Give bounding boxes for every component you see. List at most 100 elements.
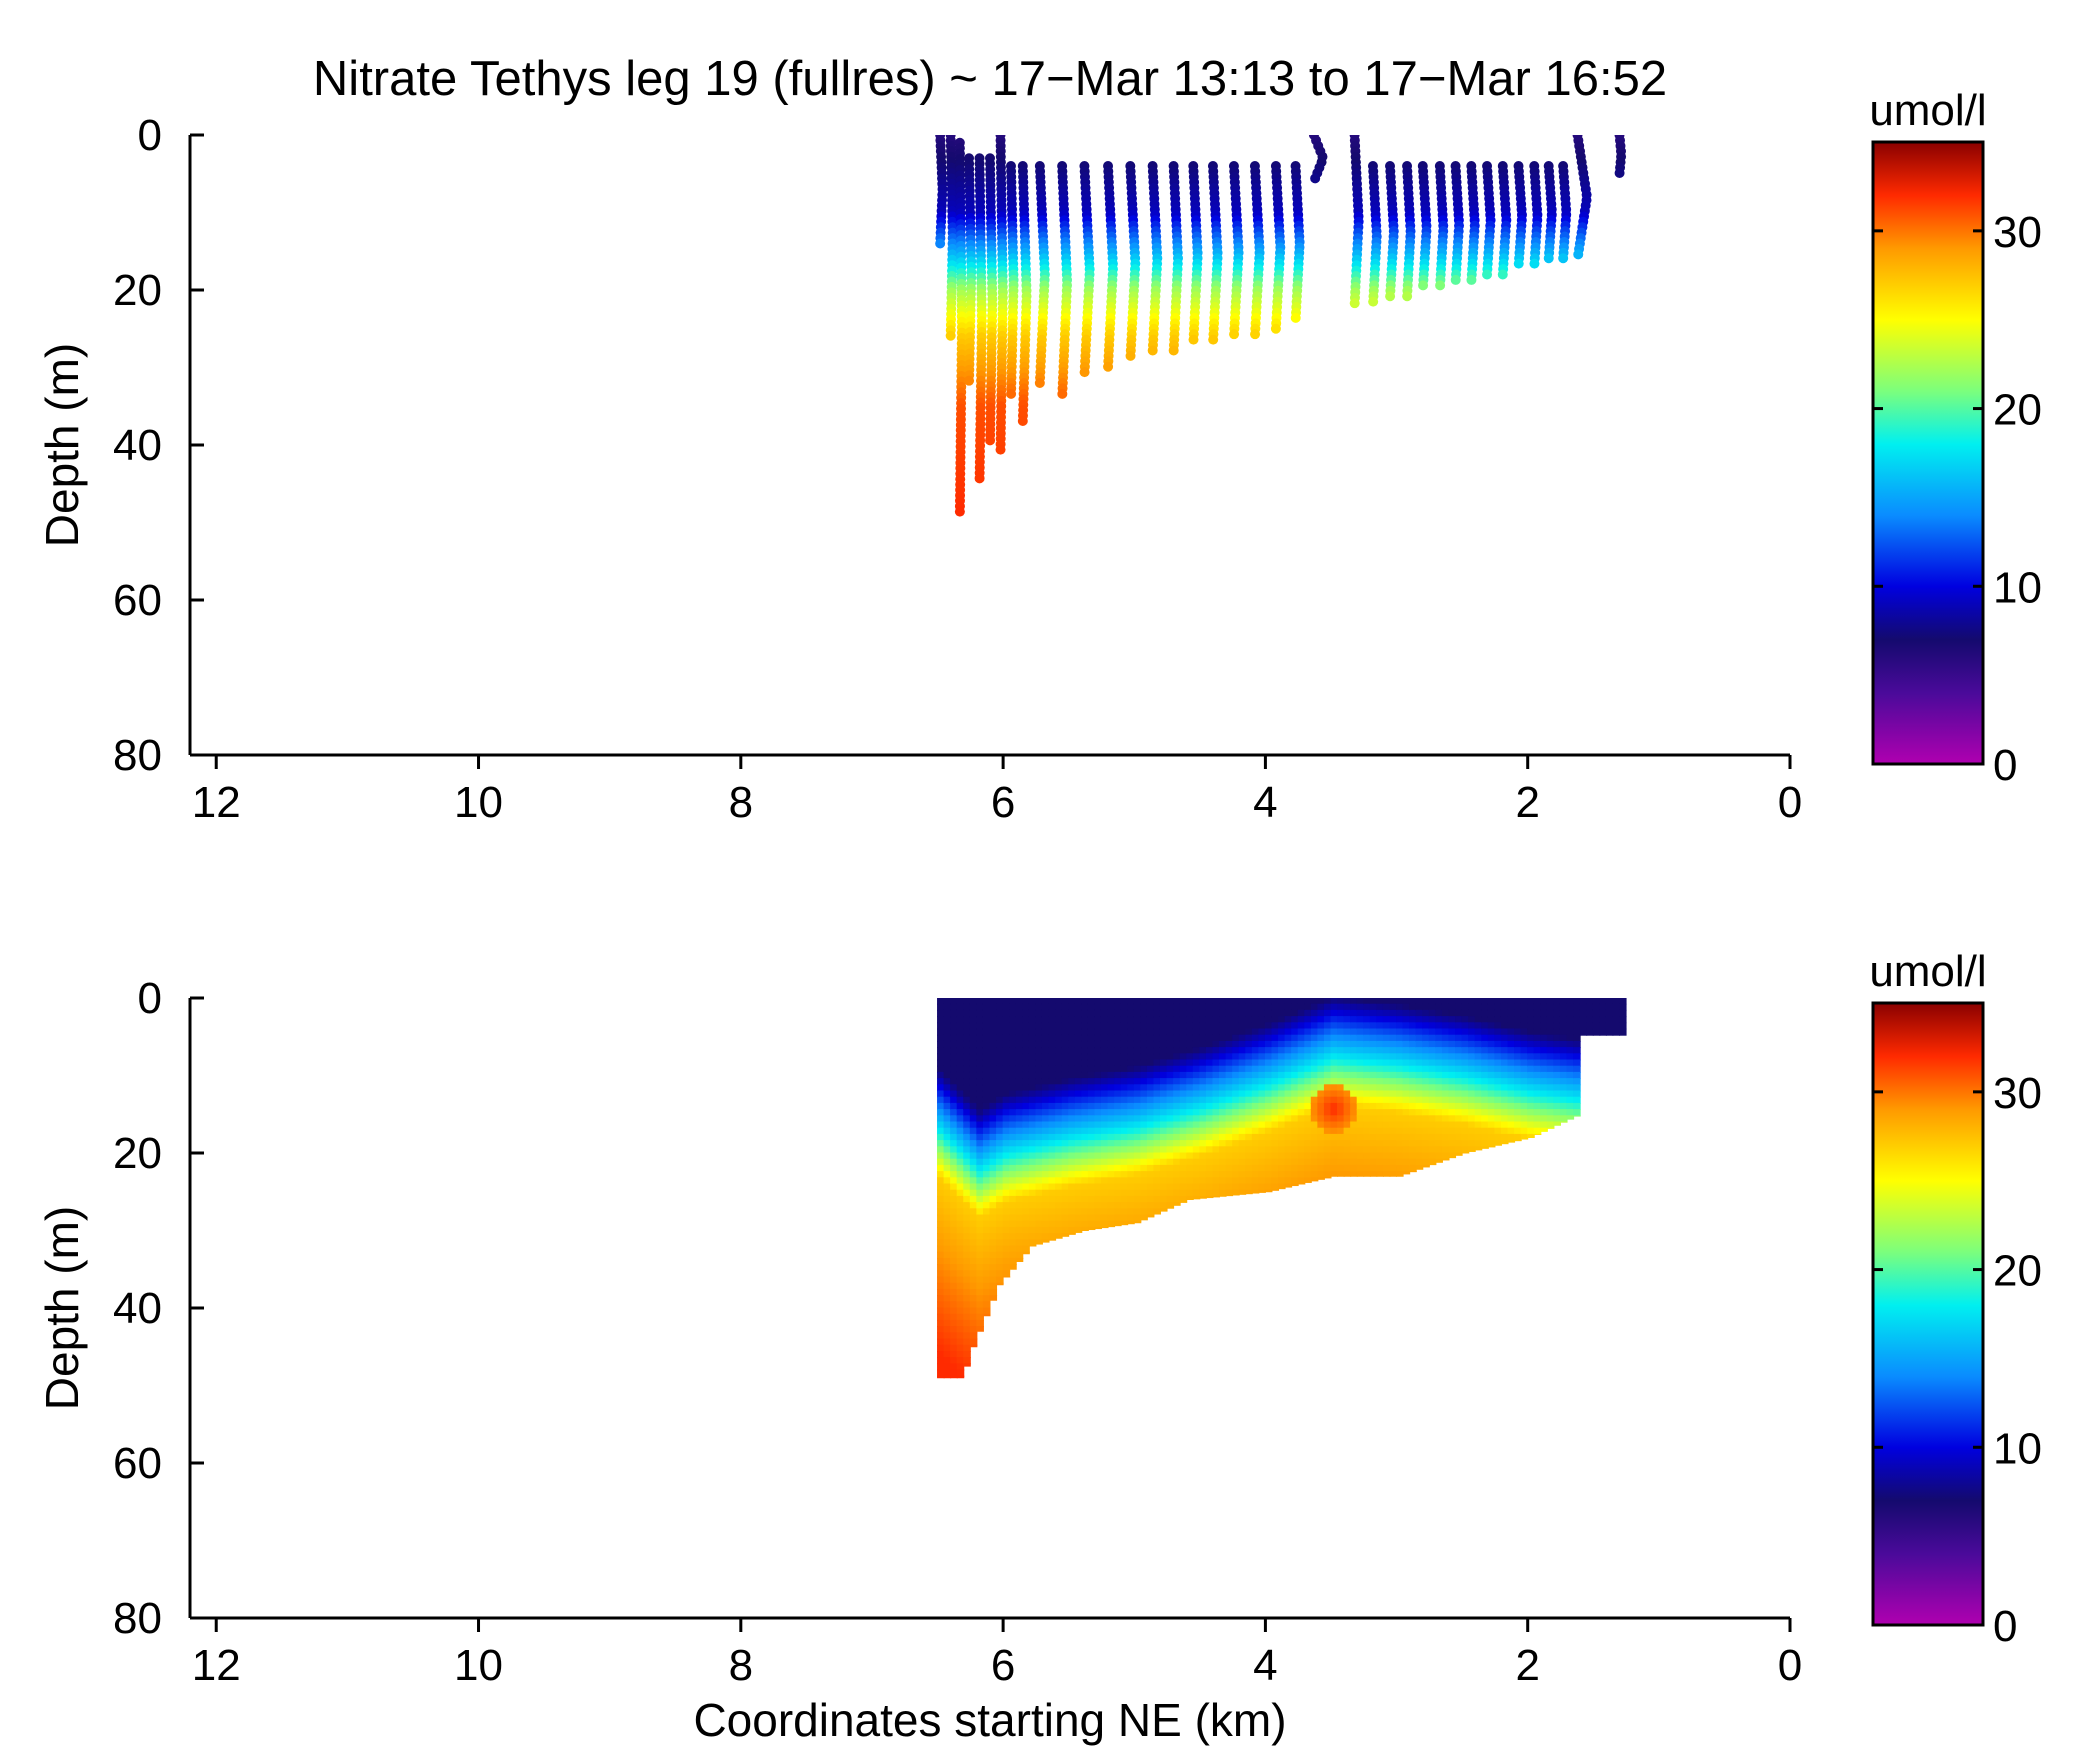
bottom-heatmap-cell: [1422, 1158, 1430, 1166]
bottom-heatmap-cell: [1363, 1053, 1371, 1061]
bottom-heatmap-cell: [1278, 1071, 1286, 1080]
bottom-heatmap-cell: [1002, 1233, 1011, 1241]
bottom-heatmap-cell: [1219, 1047, 1227, 1055]
top-profile: [964, 153, 977, 386]
bottom-heatmap-cell: [1323, 1090, 1332, 1098]
bottom-heatmap-cell: [969, 1288, 978, 1297]
bottom-heatmap-cell: [937, 1326, 945, 1334]
bottom-heatmap-cell: [1192, 1189, 1201, 1197]
bottom-heatmap-cell: [1330, 1090, 1339, 1098]
bottom-heatmap-cell: [1455, 1115, 1463, 1123]
bottom-heatmap-cell: [1487, 1003, 1496, 1011]
bottom-heatmap-cell: [1009, 1053, 1017, 1061]
bottom-heatmap-cell: [1074, 1195, 1083, 1204]
bottom-heatmap-cell: [1402, 1022, 1411, 1030]
bottom-heatmap-cell: [1015, 1065, 1024, 1073]
bottom-heatmap-cell: [1120, 1034, 1129, 1042]
bottom-heatmap-cell: [1133, 1040, 1142, 1049]
bottom-heatmap-cell: [1035, 1189, 1043, 1197]
bottom-heatmap-cell: [1081, 1195, 1089, 1204]
bottom-heatmap-cell: [1166, 1034, 1175, 1042]
bottom-heatmap-cell: [1061, 1040, 1070, 1049]
bottom-heatmap-cell: [1100, 1146, 1109, 1154]
bottom-heatmap-cell: [1173, 1152, 1181, 1160]
bottom-heatmap-cell: [1199, 998, 1207, 1005]
bottom-heatmap-cell: [1481, 1127, 1489, 1135]
bottom-heatmap-cell: [1179, 1164, 1188, 1173]
bottom-heatmap-cell: [1061, 1140, 1070, 1148]
bottom-heatmap-cell: [1396, 1071, 1404, 1080]
bottom-heatmap-cell: [1533, 1028, 1542, 1036]
bottom-field-column: [1533, 998, 1542, 1135]
bottom-heatmap-cell: [1186, 1053, 1194, 1061]
bottom-field-column: [1114, 998, 1122, 1227]
bottom-heatmap-cell: [1310, 1078, 1319, 1086]
bottom-heatmap-cell: [1337, 1102, 1345, 1111]
bottom-heatmap-cell: [1192, 1102, 1201, 1111]
bottom-heatmap-cell: [963, 1102, 971, 1111]
bottom-heatmap-cell: [1317, 1096, 1325, 1104]
bottom-heatmap-cell: [1251, 1096, 1260, 1104]
bottom-heatmap-cell: [1376, 1146, 1384, 1154]
bottom-heatmap-cell: [1448, 1140, 1457, 1148]
bottom-heatmap-cell: [1481, 1115, 1489, 1123]
bottom-heatmap-cell: [1422, 1090, 1430, 1098]
bottom-heatmap-cell: [1219, 1016, 1227, 1024]
bottom-heatmap-cell: [1540, 1022, 1548, 1030]
bottom-heatmap-cell: [1022, 1239, 1030, 1247]
bottom-heatmap-cell: [1127, 1133, 1135, 1142]
bottom-heatmap-cell: [1114, 1208, 1122, 1216]
bottom-heatmap-cell: [1258, 1102, 1266, 1111]
bottom-heatmap-cell: [1107, 1177, 1116, 1185]
bottom-field-column: [1107, 998, 1116, 1228]
bottom-heatmap-cell: [982, 1177, 991, 1185]
bottom-heatmap-cell: [1481, 1065, 1489, 1073]
bottom-heatmap-cell: [1533, 1016, 1542, 1024]
bottom-heatmap-cell: [976, 1214, 984, 1222]
bottom-heatmap-cell: [1481, 1084, 1489, 1092]
bottom-heatmap-cell: [1087, 1220, 1096, 1228]
bottom-heatmap-cell: [937, 1016, 945, 1024]
bottom-heatmap-cell: [1087, 1202, 1096, 1210]
bottom-field-column: [1192, 998, 1201, 1200]
bottom-heatmap-cell: [1022, 1090, 1030, 1098]
bottom-heatmap-cell: [989, 1264, 998, 1272]
bottom-heatmap-cell: [976, 1109, 984, 1117]
bottom-heatmap-cell: [1350, 1040, 1358, 1049]
top-colorbar-tick-label: 20: [1993, 386, 2042, 435]
bottom-heatmap-cell: [1205, 1003, 1214, 1011]
bottom-heatmap-cell: [1527, 1096, 1535, 1104]
bottom-heatmap-cell: [1219, 1109, 1227, 1117]
bottom-heatmap-cell: [1612, 1003, 1621, 1011]
bottom-heatmap-cell: [1422, 1053, 1430, 1061]
bottom-heatmap-cell: [1310, 1009, 1319, 1018]
bottom-heatmap-cell: [1337, 1016, 1345, 1024]
bottom-heatmap-cell: [1114, 1133, 1122, 1142]
bottom-heatmap-cell: [1002, 1102, 1011, 1111]
bottom-heatmap-cell: [969, 1245, 978, 1253]
bottom-heatmap-cell: [1468, 1096, 1476, 1104]
bottom-heatmap-cell: [1219, 1133, 1227, 1142]
bottom-field-column: [1232, 998, 1240, 1196]
top-profile: [1417, 161, 1432, 291]
bottom-heatmap-cell: [1369, 1040, 1378, 1049]
bottom-heatmap-cell: [1199, 1164, 1207, 1173]
bottom-heatmap-cell: [1028, 1202, 1037, 1210]
bottom-heatmap-cell: [1153, 1140, 1161, 1148]
bottom-heatmap-cell: [1153, 1164, 1161, 1173]
bottom-heatmap-cell: [1573, 1022, 1581, 1030]
bottom-heatmap-cell: [1028, 1177, 1037, 1185]
bottom-heatmap-cell: [996, 1071, 1004, 1080]
bottom-heatmap-cell: [1441, 1022, 1450, 1030]
bottom-heatmap-cell: [1455, 1059, 1463, 1067]
bottom-heatmap-cell: [969, 1177, 978, 1185]
bottom-heatmap-cell: [1317, 1177, 1325, 1180]
bottom-heatmap-cell: [1494, 1053, 1502, 1061]
bottom-heatmap-cell: [1435, 1071, 1443, 1080]
bottom-heatmap-cell: [1494, 1071, 1502, 1080]
bottom-heatmap-cell: [937, 1040, 945, 1049]
bottom-heatmap-cell: [1350, 1084, 1358, 1092]
bottom-heatmap-cell: [1304, 1028, 1312, 1036]
bottom-heatmap-cell: [1317, 1078, 1325, 1086]
